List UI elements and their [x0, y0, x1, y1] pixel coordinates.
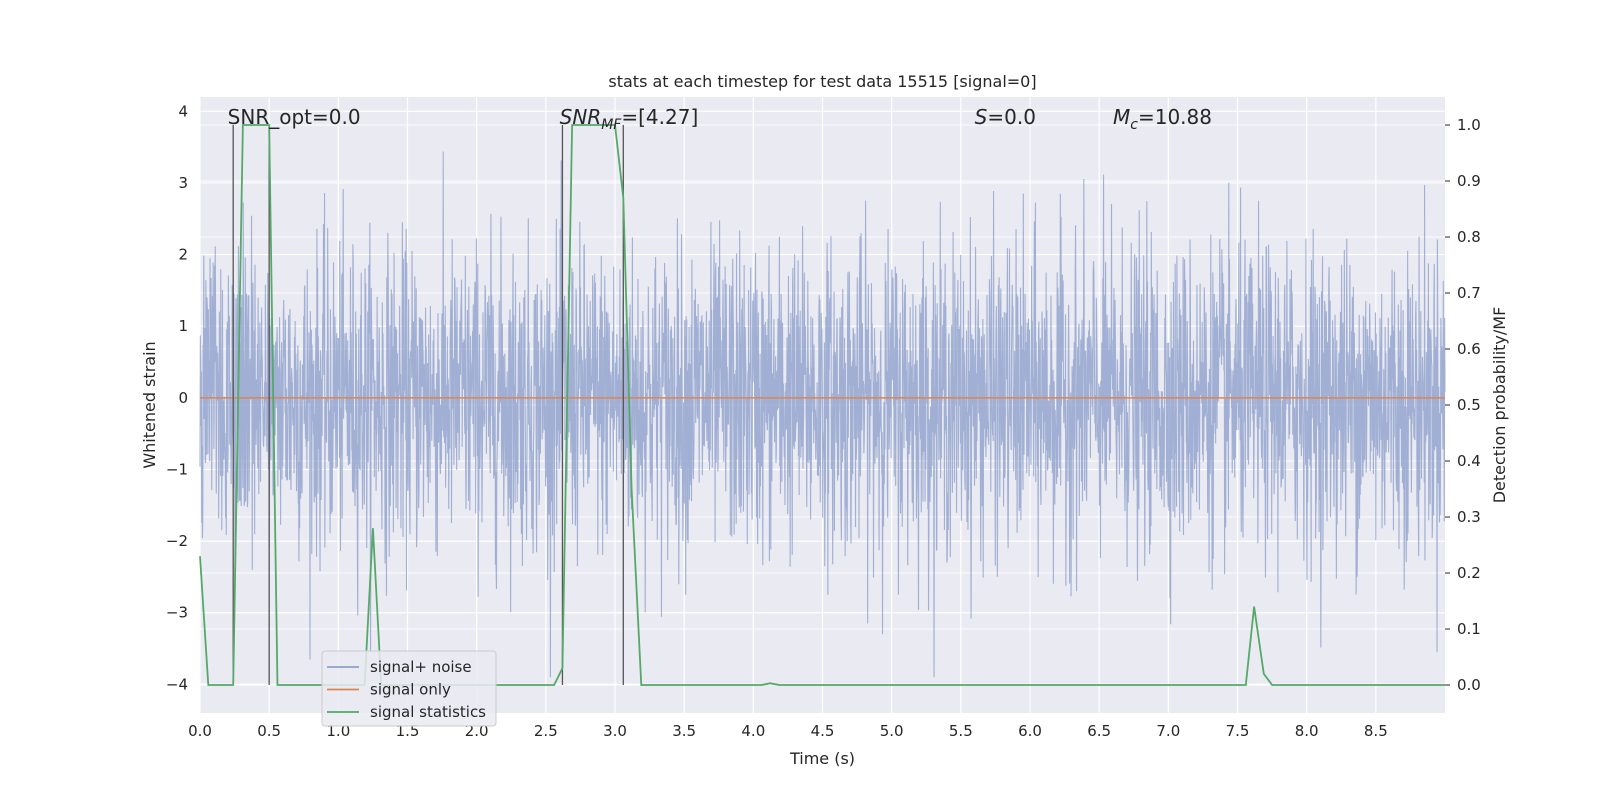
x-tick-label: 0.5 [257, 722, 281, 740]
y2-tick-label: 0.5 [1457, 396, 1481, 414]
x-axis-ticks: 0.0 0.5 1.0 1.5 2.0 2.5 3.0 3.5 4.0 4.5 5.0 5.5 6.0 6… [188, 722, 1388, 740]
annotation-mc: Mc=10.88 [1113, 105, 1212, 133]
legend-box [321, 650, 497, 727]
x-tick-label: 6.5 [1087, 722, 1111, 740]
x-tick-label: 8.0 [1295, 722, 1319, 740]
y2-tick-label: 0.6 [1457, 340, 1481, 358]
chart-title: stats at each timestep for test data 155… [608, 72, 1036, 91]
x-tick-label: 4.5 [811, 722, 835, 740]
y-axis-ticks: 4 3 2 1 0 −1 −2 −3 −4 [166, 102, 188, 693]
y2-tick-label: 0.4 [1457, 452, 1481, 470]
x-tick-label: 0.0 [188, 722, 212, 740]
x-tick-label: 4.0 [741, 722, 765, 740]
y-axis-label: Whitened strain [140, 341, 159, 468]
y-tick-label: 1 [178, 317, 188, 335]
legend: signal+ noise signal only signal statistic… [321, 650, 497, 727]
legend-label: signal statistics [370, 703, 486, 721]
y-tick-label: 2 [178, 246, 188, 264]
x-tick-label: 3.0 [603, 722, 627, 740]
y2-tick-label: 0.0 [1457, 676, 1481, 694]
y2-tick-label: 0.2 [1457, 564, 1481, 582]
signal-statistics-line [199, 124, 1445, 686]
annotations: SNR_opt=0.0 SNRMF=[4.27] S=0.0 Mc=10.88 [228, 105, 1212, 133]
y-tick-label: 0 [178, 389, 188, 407]
y2-axis-label: Detection probability/MF [1490, 307, 1509, 504]
y2-tick-label: 0.7 [1457, 284, 1481, 302]
annotation-snr-opt: SNR_opt=0.0 [228, 105, 361, 129]
y2-tick-label: 0.8 [1457, 228, 1481, 246]
x-tick-label: 8.5 [1364, 722, 1388, 740]
x-tick-label: 6.0 [1018, 722, 1042, 740]
y-tick-label: −1 [166, 460, 188, 478]
y2-tick-label: 0.1 [1457, 620, 1481, 638]
y-tick-label: −4 [166, 675, 188, 693]
legend-label: signal only [370, 681, 451, 699]
x-tick-label: 3.5 [672, 722, 696, 740]
x-tick-label: 5.0 [880, 722, 904, 740]
x-axis-label: Time (s) [789, 749, 855, 768]
x-tick-label: 7.0 [1156, 722, 1180, 740]
y-tick-label: 4 [178, 102, 188, 120]
y-tick-label: 3 [178, 174, 188, 192]
annotation-s: S=0.0 [975, 105, 1036, 129]
y2-tick-label: 0.3 [1457, 508, 1481, 526]
y-tick-label: −3 [166, 604, 188, 622]
y2-tick-label: 0.9 [1457, 172, 1481, 190]
y2-tick-label: 1.0 [1457, 116, 1481, 134]
signal-noise-line [199, 151, 1446, 678]
legend-label: signal+ noise [370, 658, 472, 676]
x-tick-label: 7.5 [1226, 722, 1250, 740]
x-tick-label: 5.5 [949, 722, 973, 740]
signal-statistics-series [199, 124, 1445, 686]
signal-noise-series [199, 151, 1446, 678]
annotation-snr-mf: SNRMF=[4.27] [560, 105, 699, 133]
y2-axis-ticks: 1.0 0.9 0.8 0.7 0.6 0.5 0.4 0.3 0.2 0.1 0.0 [1445, 116, 1481, 694]
x-tick-label: 2.5 [534, 722, 558, 740]
y-tick-label: −2 [166, 532, 188, 550]
